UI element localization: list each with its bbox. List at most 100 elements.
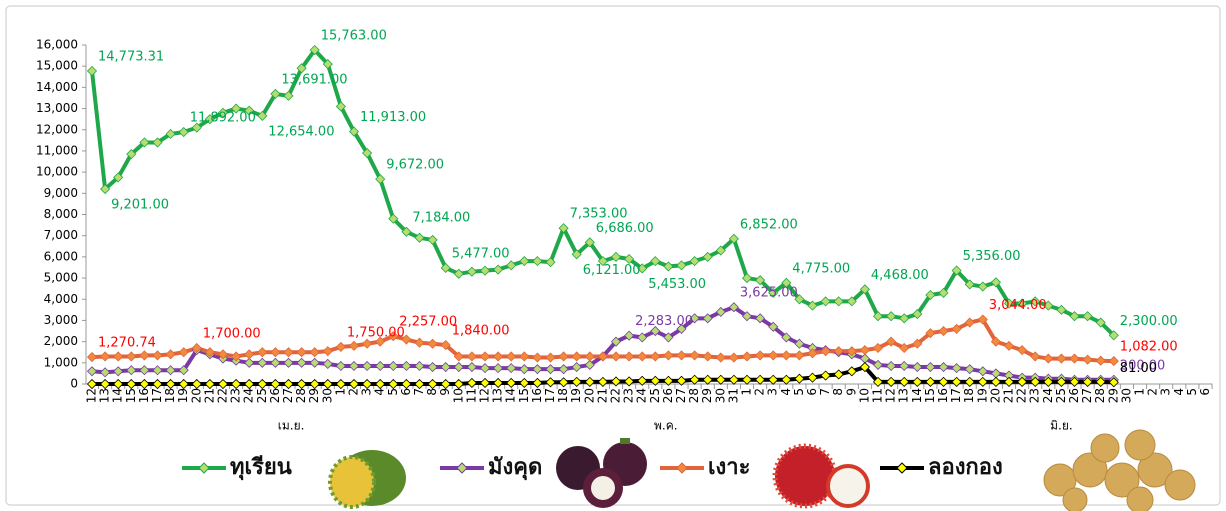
x-tick-label: 30 <box>713 388 727 403</box>
x-tick-label: 12 <box>85 388 99 403</box>
data-label: 5,356.00 <box>963 249 1021 264</box>
data-label: 2,300.00 <box>1120 314 1178 329</box>
x-tick-label: 25 <box>648 388 662 403</box>
x-tick-label: 20 <box>189 388 203 403</box>
x-tick-label: 7 <box>412 388 426 396</box>
x-tick-label: 24 <box>635 388 649 403</box>
legend-label: ลองกอง <box>928 455 1003 480</box>
x-tick-label: 16 <box>530 388 544 403</box>
rambutan-image <box>775 446 835 506</box>
mangosteen-image <box>591 476 615 500</box>
x-tick-label: 13 <box>98 388 112 403</box>
data-label: 7,353.00 <box>570 207 628 222</box>
x-tick-label: 18 <box>163 388 177 403</box>
x-tick-label: 19 <box>176 388 190 403</box>
x-tick-label: 28 <box>687 388 701 403</box>
data-label: 6,686.00 <box>596 221 654 236</box>
x-tick-label: 6 <box>805 388 819 396</box>
x-group-label: มิ.ย. <box>1050 419 1073 433</box>
data-label: 9,201.00 <box>111 198 169 213</box>
page: 0 1,000 2,000 3,000 4,000 5,000 6,000 7,000 8,00… <box>0 0 1226 511</box>
y-tick-label: 7,000 <box>44 228 78 242</box>
x-tick-label: 30 <box>1119 388 1133 403</box>
x-tick-label: 15 <box>124 388 138 403</box>
x-tick-label: 17 <box>949 388 963 403</box>
x-tick-label: 10 <box>451 388 465 403</box>
x-tick-label: 18 <box>962 388 976 403</box>
x-tick-label: 17 <box>543 388 557 403</box>
chart: 0 1,000 2,000 3,000 4,000 5,000 6,000 7,000 8,00… <box>0 0 1226 511</box>
y-tick-label: 13,000 <box>36 101 78 115</box>
x-tick-label: 9 <box>844 388 858 396</box>
x-tick-label: 1 <box>1133 388 1147 396</box>
x-tick-label: 13 <box>491 388 505 403</box>
x-tick-label: 11 <box>871 388 885 403</box>
x-tick-label: 1 <box>740 388 754 396</box>
x-tick-label: 12 <box>884 388 898 403</box>
x-tick-label: 5 <box>386 388 400 396</box>
y-tick-label: 4,000 <box>44 292 78 306</box>
x-tick-label: 4 <box>1172 388 1186 396</box>
x-tick-label: 13 <box>897 388 911 403</box>
y-tick-label: 15,000 <box>36 59 78 73</box>
x-tick-label: 27 <box>281 388 295 403</box>
data-label: 2,283.00 <box>635 314 693 329</box>
y-tick-label: 0 <box>70 377 78 391</box>
y-tick-label: 5,000 <box>44 271 78 285</box>
data-label: 9,672.00 <box>386 158 444 173</box>
y-tick-label: 8,000 <box>44 207 78 221</box>
data-label: 1,082.00 <box>1120 340 1178 355</box>
data-label: 13,691.00 <box>281 72 347 87</box>
y-tick-label: 10,000 <box>36 165 78 179</box>
x-tick-label: 12 <box>478 388 492 403</box>
x-tick-label: 16 <box>137 388 151 403</box>
x-tick-label: 24 <box>242 388 256 403</box>
y-tick-label: 6,000 <box>44 249 78 263</box>
data-label: 11,913.00 <box>360 110 426 125</box>
data-label: 11,892.00 <box>190 111 256 126</box>
x-tick-label: 6 <box>1198 388 1212 396</box>
y-tick-label: 14,000 <box>36 80 78 94</box>
x-tick-label: 14 <box>504 388 518 403</box>
x-tick-label: 22 <box>1015 388 1029 403</box>
x-tick-label: 10 <box>857 388 871 403</box>
y-tick-label: 3,000 <box>44 313 78 327</box>
data-label: 1,840.00 <box>452 324 510 339</box>
legend-label: มังคุด <box>488 455 542 481</box>
data-label: 81.00 <box>1120 361 1157 376</box>
data-label: 5,477.00 <box>452 246 510 261</box>
x-tick-label: 5 <box>1185 388 1199 396</box>
y-tick-label: 2,000 <box>44 334 78 348</box>
x-tick-label: 27 <box>674 388 688 403</box>
y-tick-label: 9,000 <box>44 186 78 200</box>
data-label: 14,773.31 <box>98 49 164 64</box>
x-tick-label: 9 <box>438 388 452 396</box>
y-tick-label: 12,000 <box>36 122 78 136</box>
x-tick-label: 21 <box>1002 388 1016 403</box>
x-tick-label: 3 <box>766 388 780 396</box>
x-tick-label: 5 <box>792 388 806 396</box>
x-tick-label: 1 <box>333 388 347 396</box>
x-tick-label: 21 <box>595 388 609 403</box>
x-tick-label: 23 <box>622 388 636 403</box>
x-tick-label: 22 <box>216 388 230 403</box>
legend-label: ทุเรียน <box>230 455 292 481</box>
data-label: 6,121.00 <box>583 263 641 278</box>
x-tick-label: 2 <box>347 388 361 396</box>
y-tick-label: 1,000 <box>44 355 78 369</box>
x-tick-label: 15 <box>923 388 937 403</box>
x-tick-label: 21 <box>202 388 216 403</box>
x-tick-label: 11 <box>464 388 478 403</box>
x-tick-label: 14 <box>910 388 924 403</box>
x-tick-label: 27 <box>1080 388 1094 403</box>
x-tick-label: 31 <box>726 388 740 403</box>
x-tick-label: 8 <box>425 388 439 396</box>
x-tick-label: 24 <box>1041 388 1055 403</box>
data-label: 5,453.00 <box>648 277 706 292</box>
data-label: 1,750.00 <box>347 325 405 340</box>
data-label: 3,044.00 <box>989 298 1047 313</box>
x-tick-label: 25 <box>255 388 269 403</box>
x-tick-label: 26 <box>268 388 282 403</box>
x-group-label: พ.ค. <box>654 419 678 433</box>
x-tick-label: 4 <box>779 388 793 396</box>
